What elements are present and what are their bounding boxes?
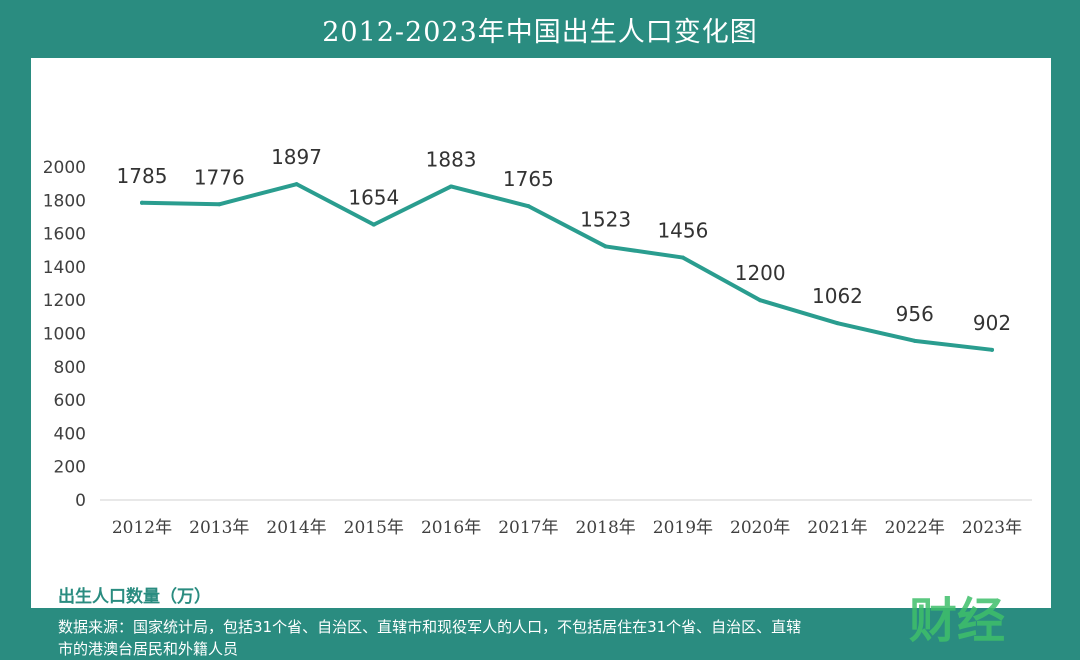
data-label: 1200	[735, 261, 786, 285]
data-point	[680, 255, 685, 260]
data-label: 902	[973, 311, 1011, 335]
data-label: 1654	[348, 186, 399, 210]
y-tick-label: 400	[54, 424, 86, 444]
data-label: 1062	[812, 284, 863, 308]
data-point	[217, 202, 222, 207]
data-point	[758, 298, 763, 303]
series-line	[140, 182, 994, 352]
x-tick-label: 2019年	[653, 518, 713, 538]
data-label: 1776	[194, 165, 245, 189]
data-point	[449, 184, 454, 189]
y-tick-label: 0	[75, 491, 86, 511]
y-tick-label: 800	[54, 358, 86, 378]
data-point	[294, 182, 299, 187]
x-tick-label: 2013年	[189, 518, 249, 538]
data-label: 956	[896, 302, 934, 326]
source-line-1: 数据来源：国家统计局，包括31个省、自治区、直辖市和现役军人的人口，不包括居住在…	[58, 618, 802, 636]
data-label: 1785	[117, 164, 168, 188]
x-tick-label: 2018年	[576, 518, 636, 538]
data-point	[835, 321, 840, 326]
y-tick-label: 1800	[43, 191, 86, 211]
svg-text:财经: 财经	[909, 593, 1005, 649]
y-axis-unit-label: 出生人口数量（万）	[58, 587, 211, 607]
data-label: 1523	[580, 207, 631, 231]
x-tick-label: 2017年	[498, 518, 558, 538]
x-tick-label: 2012年	[112, 518, 172, 538]
data-point	[526, 204, 531, 209]
y-tick-label: 200	[54, 458, 86, 478]
data-label: 1456	[657, 219, 708, 243]
x-tick-label: 2021年	[807, 518, 867, 538]
x-tick-label: 2016年	[421, 518, 481, 538]
data-point	[990, 347, 994, 352]
x-tick-label: 2015年	[344, 518, 404, 538]
data-label: 1883	[426, 147, 477, 171]
y-tick-label: 2000	[43, 158, 86, 178]
x-tick-label: 2022年	[885, 518, 945, 538]
y-tick-label: 1000	[43, 325, 86, 345]
data-point	[140, 200, 144, 205]
data-point	[603, 244, 608, 249]
data-source-note: 数据来源：国家统计局，包括31个省、自治区、直辖市和现役军人的人口，不包括居住在…	[58, 616, 1038, 660]
y-tick-label: 1200	[43, 291, 86, 311]
chart-title: 2012-2023年中国出生人口变化图	[322, 17, 758, 48]
y-tick-label: 1400	[43, 258, 86, 278]
data-label: 1897	[271, 145, 322, 169]
x-tick-label: 2023年	[962, 518, 1022, 538]
y-tick-label: 600	[54, 391, 86, 411]
x-tick-label: 2020年	[730, 518, 790, 538]
data-label: 1765	[503, 167, 554, 191]
x-tick-label: 2014年	[266, 518, 326, 538]
data-point	[912, 338, 917, 343]
source-line-2: 市的港澳台居民和外籍人员	[58, 640, 239, 658]
y-tick-label: 1600	[43, 225, 86, 245]
data-point	[371, 222, 376, 227]
watermark-logo: 财经	[909, 593, 1005, 649]
